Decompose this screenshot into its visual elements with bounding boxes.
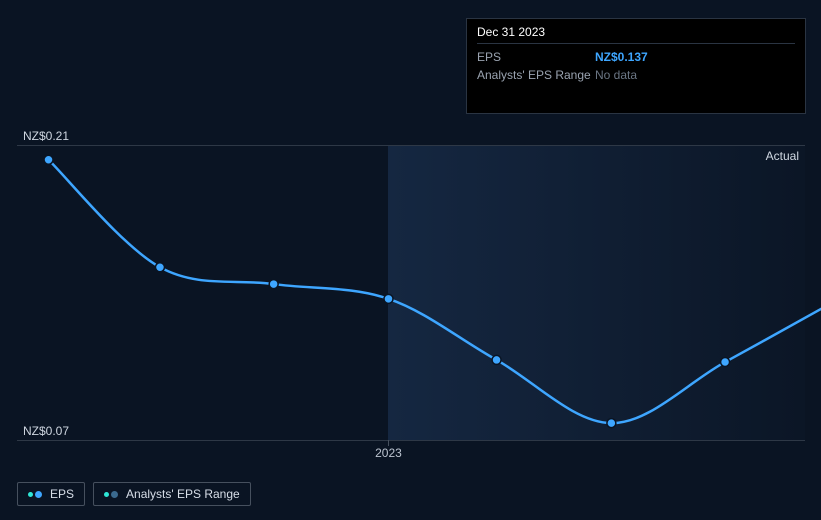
tooltip-row: EPSNZ$0.137 <box>477 48 795 66</box>
data-point[interactable] <box>492 355 501 364</box>
data-point[interactable] <box>384 294 393 303</box>
legend-item[interactable]: Analysts' EPS Range <box>93 482 251 506</box>
chart-legend: EPS Analysts' EPS Range <box>17 482 251 506</box>
eps-chart[interactable]: Actual NZ$0.21NZ$0.072023 <box>17 145 805 440</box>
tooltip-divider <box>477 43 795 44</box>
gridline <box>17 440 805 441</box>
legend-swatch-icon <box>28 491 42 498</box>
chart-tooltip: Dec 31 2023 EPSNZ$0.137Analysts' EPS Ran… <box>466 18 806 114</box>
data-point[interactable] <box>155 263 164 272</box>
data-point[interactable] <box>44 155 53 164</box>
x-axis-label: 2023 <box>375 446 402 460</box>
legend-label: EPS <box>50 487 74 501</box>
legend-swatch-icon <box>104 491 118 498</box>
tooltip-value: No data <box>595 66 637 84</box>
legend-item[interactable]: EPS <box>17 482 85 506</box>
tooltip-date: Dec 31 2023 <box>477 25 795 39</box>
y-axis-label: NZ$0.07 <box>23 424 69 440</box>
legend-label: Analysts' EPS Range <box>126 487 240 501</box>
tooltip-label: Analysts' EPS Range <box>477 66 595 84</box>
gridline <box>17 145 805 146</box>
tooltip-value: NZ$0.137 <box>595 48 648 66</box>
data-point[interactable] <box>721 358 730 367</box>
y-axis-label: NZ$0.21 <box>23 129 69 145</box>
data-point[interactable] <box>607 419 616 428</box>
tooltip-row: Analysts' EPS RangeNo data <box>477 66 795 84</box>
data-point[interactable] <box>269 280 278 289</box>
eps-line <box>49 160 821 423</box>
tooltip-rows: EPSNZ$0.137Analysts' EPS RangeNo data <box>477 48 795 84</box>
tooltip-label: EPS <box>477 48 595 66</box>
chart-plot <box>17 145 805 440</box>
